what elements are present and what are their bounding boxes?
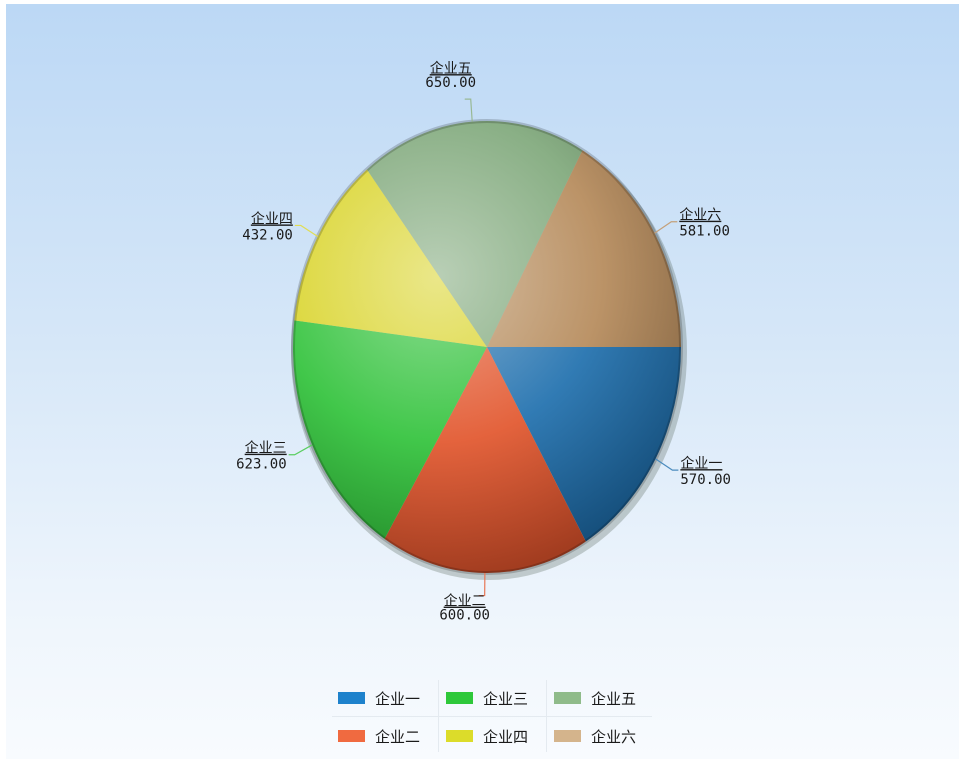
leader-line <box>288 444 313 456</box>
pie-rim <box>291 119 683 575</box>
legend-swatch <box>554 730 581 742</box>
slice-label-name: 企业四 <box>251 210 293 227</box>
leader-line <box>655 458 679 471</box>
legend-swatch <box>338 730 365 742</box>
legend-item-4[interactable]: 企业四 <box>440 720 544 752</box>
slice-label-value: 432.00 <box>242 227 293 243</box>
legend-swatch <box>446 692 473 704</box>
pie-slice-3[interactable] <box>293 320 487 539</box>
slice-label-name: 企业五 <box>430 60 472 77</box>
slice-label-value: 581.00 <box>679 224 730 240</box>
legend-label: 企业六 <box>591 727 637 746</box>
leader-line <box>478 572 486 597</box>
legend-swatch <box>446 730 473 742</box>
legend-item-2[interactable]: 企业二 <box>332 720 436 752</box>
pie-slice-4[interactable] <box>294 169 487 347</box>
legend-label: 企业一 <box>375 689 421 708</box>
pie-slice-5[interactable] <box>366 121 583 347</box>
legend-swatch <box>338 692 365 704</box>
leader-line <box>464 98 473 122</box>
pie-slice-2[interactable] <box>384 347 586 573</box>
slice-label-value: 570.00 <box>680 472 731 488</box>
legend-item-6[interactable]: 企业六 <box>548 720 652 752</box>
slice-label-value: 623.00 <box>236 457 287 473</box>
pie-slice-1[interactable] <box>487 347 681 542</box>
legend-item-3[interactable]: 企业三 <box>440 682 544 714</box>
chart-panel: 企业一 570.00 企业二 600.00 企业三 623.00 企业四 432.00 企业五 6… <box>6 4 959 759</box>
legend-item-5[interactable]: 企业五 <box>548 682 652 714</box>
legend-swatch <box>554 692 581 704</box>
slice-label-value: 650.00 <box>425 75 476 91</box>
slice-label-value: 600.00 <box>439 608 490 624</box>
legend-label: 企业四 <box>483 727 529 746</box>
legend-divider <box>332 716 652 717</box>
leader-line <box>294 224 319 238</box>
pie-slice-6[interactable] <box>487 150 681 347</box>
legend-label: 企业五 <box>591 689 637 708</box>
legend-label: 企业二 <box>375 727 421 746</box>
slice-label-name: 企业六 <box>679 207 721 224</box>
legend-item-1[interactable]: 企业一 <box>332 682 436 714</box>
slice-label-name: 企业二 <box>444 593 486 610</box>
chart-legend: 企业一 企业三 企业五 企业二 企业四 企业六 <box>332 676 652 756</box>
slice-label-name: 企业三 <box>245 440 287 457</box>
slice-label-name: 企业一 <box>680 455 722 472</box>
legend-label: 企业三 <box>483 689 529 708</box>
leader-line <box>654 221 678 234</box>
